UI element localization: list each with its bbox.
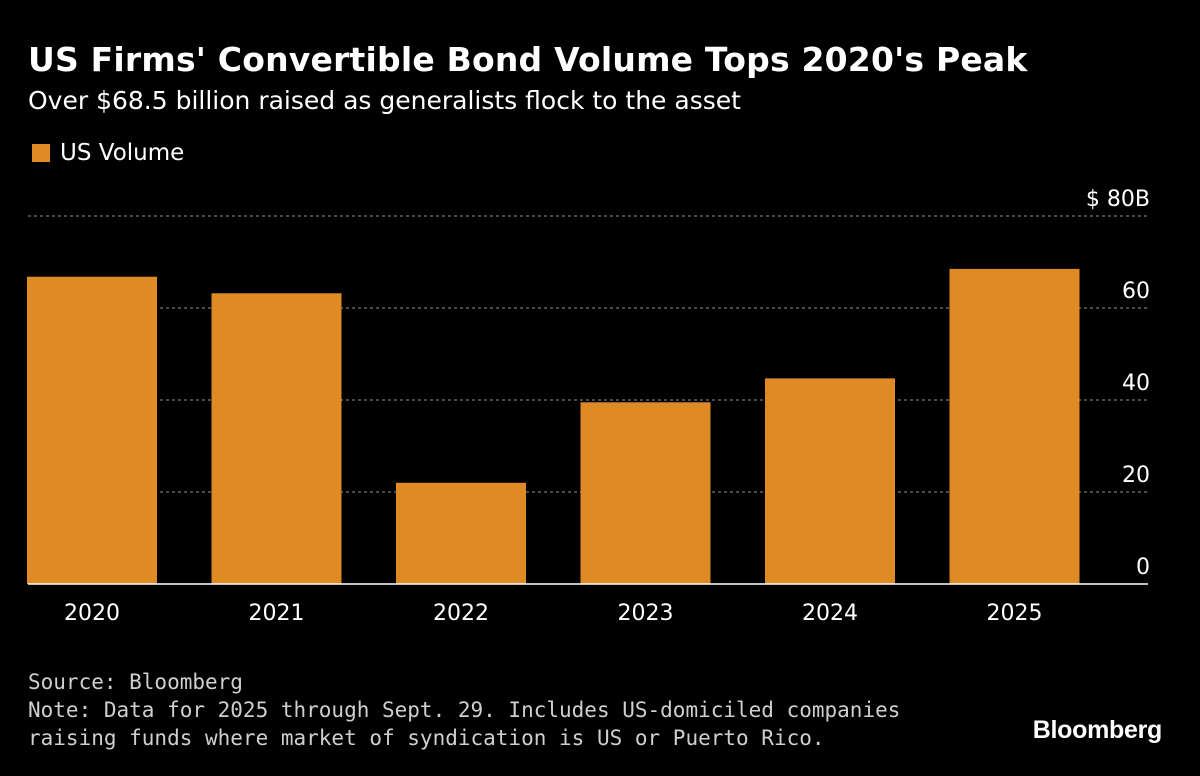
legend-label-us-volume: US Volume <box>60 140 185 166</box>
note-line-2: raising funds where market of syndicatio… <box>28 726 825 750</box>
y-tick-label-20: 20 <box>1122 463 1150 488</box>
x-tick-label-2023: 2023 <box>618 601 674 626</box>
source-note: Source: Bloomberg <box>28 670 243 694</box>
footer-notes: Source: Bloomberg Note: Data for 2025 th… <box>28 668 900 752</box>
bar-2023 <box>580 402 711 584</box>
x-tick-label-2025: 2025 <box>987 601 1043 626</box>
x-tick-label-2021: 2021 <box>249 601 305 626</box>
x-tick-label-2024: 2024 <box>802 601 858 626</box>
chart-title: US Firms' Convertible Bond Volume Tops 2… <box>28 40 1028 79</box>
legend-swatch-us-volume <box>32 144 50 162</box>
note-line-1: Note: Data for 2025 through Sept. 29. In… <box>28 698 901 722</box>
x-tick-label-2020: 2020 <box>64 601 120 626</box>
bloomberg-logo: Bloomberg <box>1032 716 1163 744</box>
y-tick-label-80: $ 80B <box>1086 187 1150 212</box>
y-tick-label-60: 60 <box>1122 279 1150 304</box>
y-tick-label-40: 40 <box>1122 371 1150 396</box>
chart-subtitle: Over $68.5 billion raised as generalists… <box>28 86 741 115</box>
bar-2025 <box>949 268 1080 584</box>
x-tick-label-2022: 2022 <box>433 601 489 626</box>
bar-2020 <box>27 276 157 584</box>
bar-2024 <box>765 378 895 584</box>
legend: US Volume <box>32 140 184 166</box>
y-tick-label-0: 0 <box>1136 555 1150 580</box>
bar-2021 <box>211 293 342 584</box>
bar-2022 <box>396 482 526 584</box>
